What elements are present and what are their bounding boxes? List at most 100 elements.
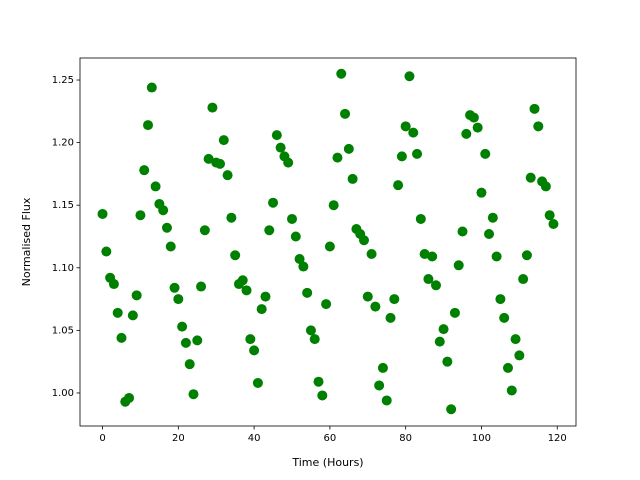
scatter-point [389, 294, 400, 305]
scatter-point [313, 376, 324, 387]
scatter-point [302, 287, 313, 298]
y-tick-label: 1.10 [52, 263, 74, 274]
scatter-point [480, 148, 491, 159]
scatter-point [230, 250, 241, 261]
scatter-point [249, 345, 260, 356]
x-tick-label: 0 [99, 433, 105, 444]
scatter-point [529, 103, 540, 114]
x-tick-label: 60 [324, 433, 337, 444]
scatter-point [112, 307, 123, 318]
scatter-point [101, 246, 112, 257]
scatter-point [287, 213, 298, 224]
scatter-point [336, 68, 347, 79]
scatter-point [139, 165, 150, 176]
scatter-point [468, 112, 479, 123]
scatter-point [305, 325, 316, 336]
scatter-point [294, 254, 305, 265]
scatter-point [127, 310, 138, 321]
scatter-point [476, 187, 487, 198]
scatter-point [309, 334, 320, 345]
scatter-point [491, 251, 502, 262]
scatter-point [283, 157, 294, 168]
scatter-point [518, 274, 529, 285]
scatter-point [461, 128, 472, 139]
scatter-point [366, 249, 377, 260]
scatter-point [332, 152, 343, 163]
scatter-point [165, 241, 176, 252]
scatter-point [446, 404, 457, 415]
scatter-point [256, 304, 267, 315]
scatter-point [218, 135, 229, 146]
scatter-point [192, 335, 203, 346]
scatter-point [453, 260, 464, 271]
scatter-point [158, 205, 169, 216]
scatter-point [358, 235, 369, 246]
x-tick-label: 80 [399, 433, 412, 444]
scatter-point [298, 261, 309, 272]
scatter-point [525, 172, 536, 183]
scatter-point [222, 170, 233, 181]
scatter-point [487, 212, 498, 223]
scatter-point [412, 148, 423, 159]
scatter-point [268, 197, 279, 208]
scatter-point [180, 337, 191, 348]
y-tick-label: 1.25 [52, 75, 74, 86]
scatter-point [374, 380, 385, 391]
scatter-point [415, 213, 426, 224]
scatter-point [199, 225, 210, 236]
scatter-point [150, 181, 161, 192]
scatter-point [370, 301, 381, 312]
scatter-point [317, 390, 328, 401]
scatter-point [207, 102, 218, 113]
scatter-point [324, 241, 335, 252]
scatter-point [408, 127, 419, 138]
scatter-point [97, 208, 108, 219]
scatter-point [400, 121, 411, 132]
scatter-point [427, 251, 438, 262]
scatter-point [430, 280, 441, 291]
x-tick-label: 20 [172, 433, 185, 444]
scatter-point [514, 350, 525, 361]
scatter-point [290, 231, 301, 242]
x-tick-label: 40 [248, 433, 261, 444]
scatter-point [169, 282, 180, 293]
scatter-point [457, 226, 468, 237]
scatter-point [143, 120, 154, 131]
scatter-point [423, 274, 434, 285]
scatter-point [396, 151, 407, 162]
scatter-point [271, 130, 282, 141]
scatter-point [506, 385, 517, 396]
x-axis-label: Time (Hours) [291, 456, 363, 469]
scatter-point [343, 143, 354, 154]
scatter-point [404, 71, 415, 82]
scatter-point [472, 122, 483, 133]
scatter-point [184, 359, 195, 370]
scatter-point [393, 180, 404, 191]
y-tick-label: 1.00 [52, 388, 74, 399]
scatter-point [484, 228, 495, 239]
scatter-point [499, 312, 510, 323]
scatter-point [173, 294, 184, 305]
y-axis-label: Normalised Flux [20, 197, 33, 286]
scatter-point [419, 249, 430, 260]
scatter-point [548, 218, 559, 229]
scatter-point [188, 389, 199, 400]
axes-frame [79, 57, 577, 427]
y-tick-label: 1.15 [52, 200, 74, 211]
scatter-point [328, 200, 339, 211]
scatter-point [321, 299, 332, 310]
scatter-point [226, 212, 237, 223]
y-tick-label: 1.20 [52, 138, 74, 149]
scatter-point [385, 312, 396, 323]
scatter-point [544, 210, 555, 221]
scatter-point [438, 324, 449, 335]
scatter-point [237, 275, 248, 286]
scatter-point [135, 210, 146, 221]
scatter-point [449, 307, 460, 318]
scatter-point [510, 334, 521, 345]
scatter-point [196, 281, 207, 292]
scatter-point [362, 291, 373, 302]
scatter-point [161, 222, 172, 233]
scatter-point [442, 356, 453, 367]
scatter-point [124, 392, 135, 403]
